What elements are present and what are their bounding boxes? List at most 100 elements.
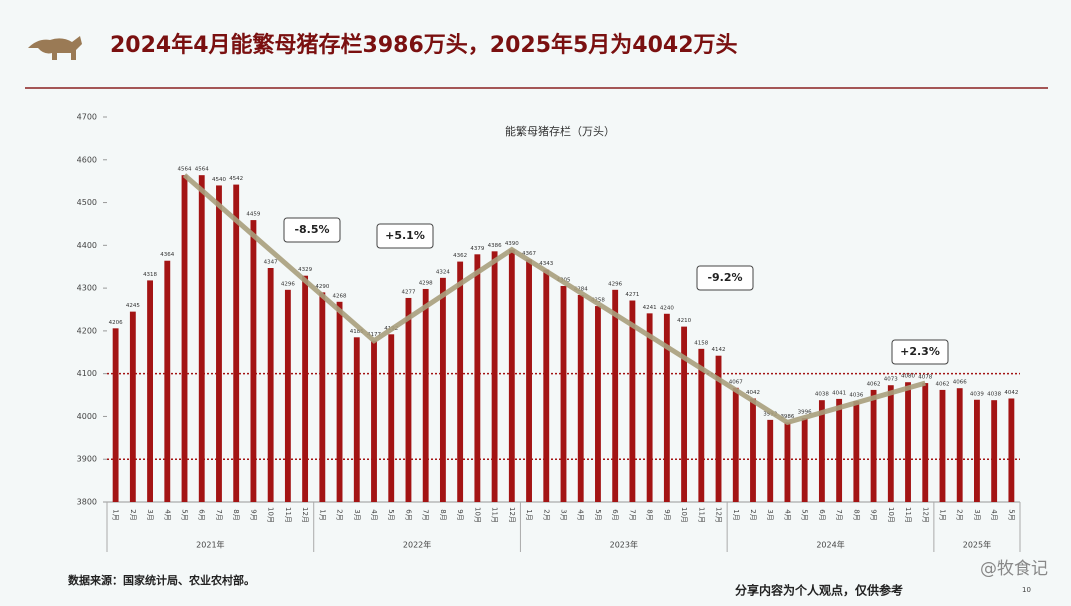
value-label: 4036	[849, 393, 863, 399]
chart-title: 能繁母猪存栏（万头）	[505, 124, 615, 138]
value-label: 4540	[212, 177, 226, 183]
trend-line	[182, 173, 926, 426]
x-tick-label: 6月	[198, 509, 206, 520]
x-tick-label: 12月	[715, 507, 723, 523]
x-tick-label: 2月	[129, 509, 137, 520]
y-tick-label: 4500	[77, 198, 97, 207]
bar	[784, 422, 791, 502]
x-tick-label: 2月	[956, 509, 964, 520]
bar	[560, 285, 567, 502]
bar	[388, 334, 395, 502]
value-label: 4386	[488, 243, 502, 249]
value-label: 4038	[815, 392, 829, 398]
x-tick-label: 1月	[112, 509, 120, 520]
value-label: 4367	[522, 251, 536, 257]
y-tick-label: 4400	[77, 241, 97, 250]
value-label: 4298	[419, 280, 433, 286]
x-tick-label: 12月	[921, 507, 929, 523]
y-tick-label: 4200	[77, 326, 97, 335]
value-label: 4542	[229, 176, 243, 182]
x-tick-label: 8月	[439, 509, 447, 520]
bar	[887, 385, 894, 502]
source-note: 数据来源：国家统计局、农业农村部。	[68, 573, 255, 587]
value-label: 4290	[315, 284, 329, 290]
x-tick-label: 2月	[542, 509, 550, 520]
value-label: 4268	[333, 293, 347, 299]
bar	[198, 175, 205, 502]
year-label: 2025年	[963, 540, 991, 550]
annotation: +2.3%	[900, 345, 940, 358]
x-tick-label: 10月	[887, 507, 895, 523]
logo-icon	[28, 36, 82, 60]
value-label: 3986	[780, 414, 794, 420]
year-label: 2024年	[816, 540, 844, 550]
value-label: 4258	[591, 298, 605, 304]
bar	[526, 259, 532, 502]
value-label: 4158	[694, 340, 708, 346]
bar	[181, 175, 188, 502]
bar	[319, 292, 326, 502]
value-label: 3996	[798, 410, 812, 416]
value-label: 4318	[143, 272, 157, 278]
bar	[250, 220, 257, 502]
y-tick-label: 4000	[77, 412, 97, 421]
x-tick-label: 7月	[422, 509, 430, 520]
bar	[543, 269, 550, 502]
bar	[284, 289, 291, 502]
bar	[715, 355, 722, 502]
x-tick-label: 6月	[818, 509, 826, 520]
value-label: 4080	[901, 374, 915, 380]
x-tick-label: 8月	[646, 509, 654, 520]
y-tick-label: 3800	[77, 498, 97, 507]
value-label: 4364	[160, 252, 174, 258]
value-label: 4296	[281, 281, 295, 287]
x-tick-label: 5月	[387, 509, 395, 520]
x-tick-label: 1月	[318, 509, 326, 520]
x-tick-label: 5月	[1007, 509, 1015, 520]
bar	[612, 289, 619, 502]
x-tick-label: 1月	[525, 509, 533, 520]
x-tick-label: 1月	[732, 509, 740, 520]
value-label: 4564	[195, 167, 209, 173]
value-label: 4039	[970, 391, 984, 397]
bar	[164, 260, 171, 502]
bar	[474, 254, 481, 502]
value-label: 4296	[608, 281, 622, 287]
value-label: 4390	[505, 241, 519, 247]
year-label: 2023年	[610, 540, 638, 550]
x-tick-label: 11月	[284, 507, 292, 523]
value-label: 4241	[643, 305, 657, 311]
bar	[216, 185, 222, 502]
x-tick-label: 5月	[181, 509, 189, 520]
disclaimer: 分享内容为个人观点，仅供参考	[735, 583, 903, 598]
value-label: 4177	[367, 332, 381, 338]
bar	[491, 251, 498, 502]
x-tick-label: 10月	[680, 507, 688, 523]
bar	[767, 419, 774, 502]
annotation-box	[376, 223, 434, 249]
bar	[836, 398, 843, 502]
value-label: 4062	[935, 381, 949, 387]
x-tick-label: 4月	[163, 509, 171, 520]
value-label: 4245	[126, 303, 140, 309]
value-label: 4041	[832, 390, 846, 396]
bar	[939, 389, 946, 502]
y-tick-label: 4300	[77, 284, 97, 293]
y-tick-label: 4100	[77, 369, 97, 378]
value-label: 4379	[470, 246, 484, 252]
x-tick-label: 1月	[938, 509, 946, 520]
value-label: 4324	[436, 269, 450, 275]
bar	[698, 348, 705, 502]
x-tick-label: 4月	[577, 509, 585, 520]
bar	[681, 326, 688, 502]
annotation: +5.1%	[385, 229, 425, 242]
value-label: 4206	[109, 320, 123, 326]
x-tick-label: 7月	[215, 509, 223, 520]
value-label: 4362	[453, 253, 467, 259]
bar	[302, 275, 309, 502]
value-label: 4042	[746, 390, 760, 396]
x-tick-label: 6月	[404, 509, 412, 520]
bar	[1008, 398, 1015, 502]
value-label: 4067	[729, 379, 743, 385]
bar	[267, 268, 274, 502]
